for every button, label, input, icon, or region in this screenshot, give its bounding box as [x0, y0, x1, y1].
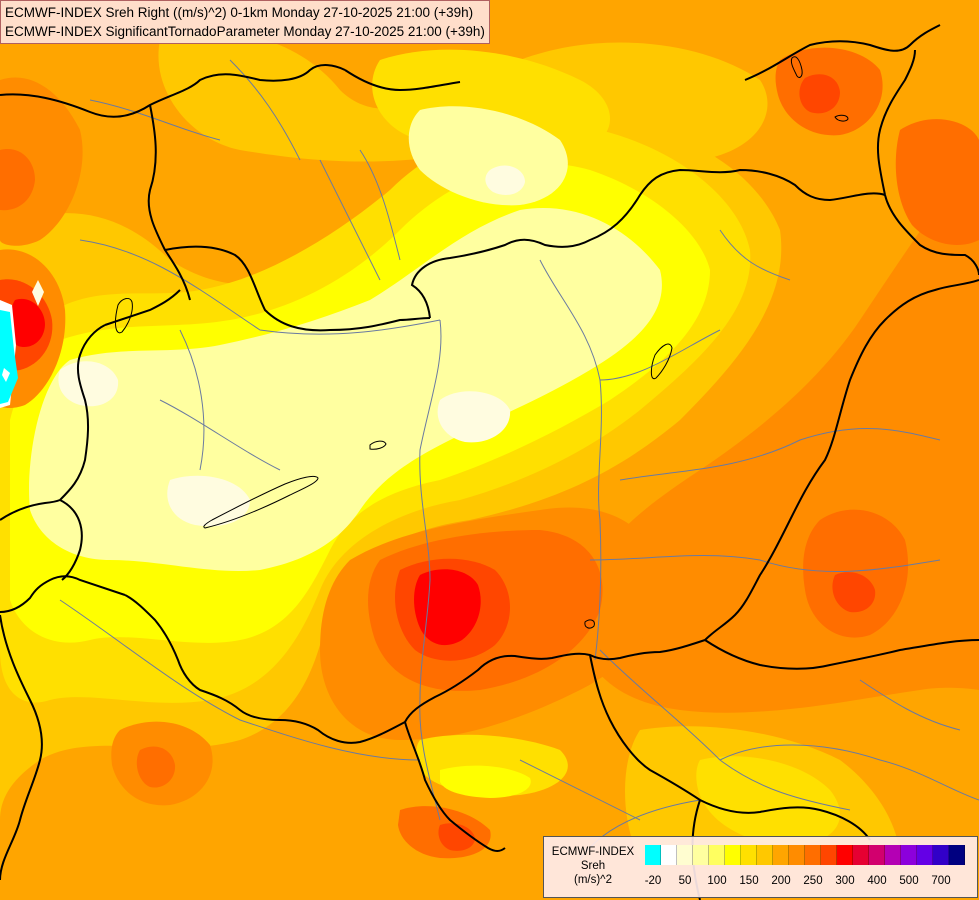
lake-balaton: [203, 475, 319, 529]
lake-ne: [790, 56, 803, 78]
legend-swatch: [901, 845, 917, 865]
legend-swatch: [885, 845, 901, 865]
field-red-orange-nw: [0, 149, 35, 211]
legend-swatch: [933, 845, 949, 865]
legend-swatch: [661, 845, 677, 865]
field-white-speck: [2, 368, 10, 382]
legend-tick: 300: [835, 875, 855, 887]
rivers: [59, 59, 979, 861]
color-legend: ECMWF-INDEX Sreh (m/s)^2 -20 50 100 150 200 2…: [543, 836, 978, 898]
field-red-center: [414, 569, 481, 646]
field-red-orange-ne2: [895, 119, 979, 245]
legend-swatch: [869, 845, 885, 865]
map-title-box: ECMWF-INDEX Sreh Right ((m/s)^2) 0-1km M…: [0, 0, 490, 44]
legend-variable: Sreh: [580, 860, 606, 872]
map-title-line-2: ECMWF-INDEX SignificantTornadoParameter …: [5, 24, 485, 39]
field-yellow-south: [440, 765, 531, 798]
legend-swatch: [789, 845, 805, 865]
legend-swatch: [677, 845, 693, 865]
legend-tick: 400: [867, 875, 887, 887]
field-very-pale-1: [437, 391, 511, 443]
legend-swatch: [725, 845, 741, 865]
field-gold-se: [696, 756, 840, 846]
map-title-line-1: ECMWF-INDEX Sreh Right ((m/s)^2) 0-1km M…: [5, 5, 474, 20]
legend-tick: 200: [771, 875, 791, 887]
legend-tick: 50: [678, 875, 692, 887]
legend-source: ECMWF-INDEX: [551, 846, 635, 858]
reservoir-south: [584, 619, 595, 629]
reservoir-kisköre: [650, 343, 673, 380]
legend-tick: -20: [644, 875, 662, 887]
field-orange-red-ne: [799, 74, 840, 114]
field-red-orange-sw: [136, 746, 176, 788]
field-white-nw-speck: [32, 280, 44, 306]
legend-unit: (m/s)^2: [574, 874, 612, 886]
legend-swatch: [709, 845, 725, 865]
legend-swatch: [805, 845, 821, 865]
legend-color-bar: [645, 845, 965, 865]
country-borders: [0, 24, 979, 900]
field-pale-north: [408, 106, 568, 206]
lake-velence: [369, 440, 387, 450]
legend-swatch: [821, 845, 837, 865]
legend-swatch: [853, 845, 869, 865]
field-very-pale-4: [485, 165, 525, 195]
legend-swatch: [645, 845, 661, 865]
legend-swatch: [949, 845, 965, 865]
field-red-west: [9, 298, 45, 348]
field-very-pale-3: [167, 475, 250, 527]
legend-swatch: [693, 845, 709, 865]
field-orange-red-east: [832, 572, 876, 613]
legend-swatch: [773, 845, 789, 865]
field-cyan-west: [0, 310, 18, 404]
lake-neusiedl: [114, 297, 133, 334]
field-very-pale-2: [58, 361, 119, 407]
legend-tick: 100: [707, 875, 727, 887]
field-orange-red-s: [438, 823, 475, 851]
legend-swatch: [917, 845, 933, 865]
legend-swatch: [837, 845, 853, 865]
legend-swatch: [741, 845, 757, 865]
legend-swatch: [757, 845, 773, 865]
legend-tick: 250: [803, 875, 823, 887]
legend-tick: 500: [899, 875, 919, 887]
legend-tick-labels: -20 50 100 150 200 250 300 400 500 700: [645, 875, 975, 891]
legend-tick: 700: [931, 875, 951, 887]
legend-title: ECMWF-INDEX Sreh (m/s)^2: [544, 845, 642, 887]
legend-tick: 150: [739, 875, 759, 887]
lake-ne2: [834, 114, 849, 122]
